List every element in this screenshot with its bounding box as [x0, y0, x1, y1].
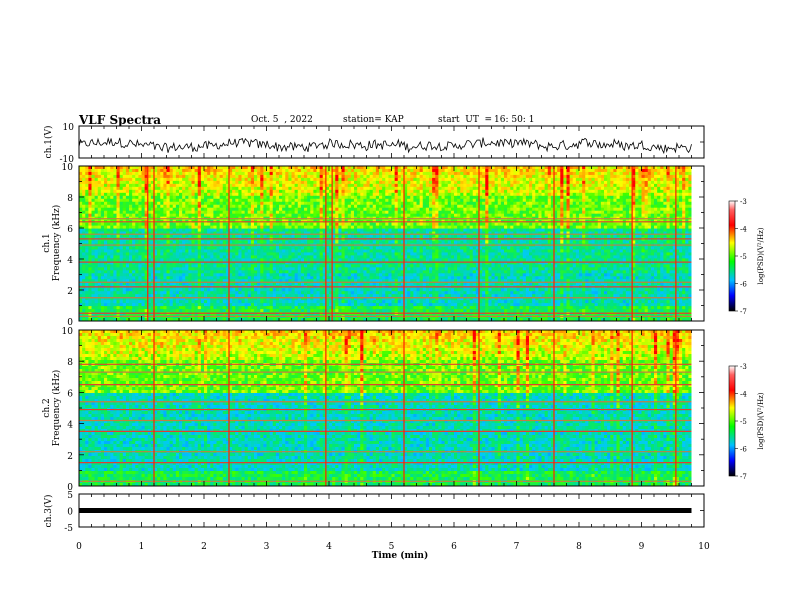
ch3-waveform-trace [79, 508, 692, 513]
x-tick-label: 7 [514, 542, 520, 552]
x-tick-label: 6 [451, 542, 457, 552]
ch1-waveform-trace [78, 137, 692, 155]
spec-ytick: 0 [67, 318, 73, 328]
colorbar-tick-label: -7 [740, 308, 747, 316]
x-tick-label: 3 [264, 542, 270, 552]
colorbar-tick-label: -4 [740, 391, 747, 399]
x-tick-label: 10 [698, 542, 710, 552]
ch2-spec-ylabel-channel: ch.2 [42, 398, 52, 417]
ch2-spec-ylabel-freq: Frequency (kHz) [51, 370, 62, 447]
chart-title: VLF Spectra [79, 113, 161, 127]
colorbar-tick-label: -6 [740, 446, 747, 454]
x-tick-label: 4 [326, 542, 332, 552]
x-tick-label: 8 [576, 542, 582, 552]
x-tick-label: 1 [139, 542, 145, 552]
ch3-ytick: 0 [67, 508, 73, 518]
ch1-colorbar: -3 -4 -5 -6 -7 log(PSD)(V²/Hz) [728, 198, 765, 316]
ch1-colorbar-label: log(PSD)(V²/Hz) [757, 227, 765, 284]
start-ut-label: start UT = [438, 115, 492, 125]
spec-ytick: 10 [62, 327, 74, 337]
ch3-ytick: -5 [64, 524, 73, 534]
ch1-spectrogram-panel [78, 165, 705, 322]
ch1-wave-ytick: -10 [60, 155, 75, 165]
spec-ytick: 4 [67, 421, 73, 431]
spec-ytick: 6 [67, 389, 73, 399]
axis-ticks [78, 125, 705, 528]
colorbar-tick-label: -3 [740, 363, 747, 371]
ch1-wave-ytick: 10 [63, 123, 75, 133]
spec-ytick: 2 [67, 287, 73, 297]
spec-ytick: 4 [67, 256, 73, 266]
ch2-spectrogram-panel [78, 329, 705, 487]
colorbar-tick-label: -6 [740, 281, 747, 289]
ch1-spectrogram-cells [79, 166, 704, 322]
spec-ytick: 8 [67, 194, 73, 204]
ch2-spectrogram-cells [79, 330, 704, 487]
start-time-value: 16: 50: 1 [494, 115, 534, 125]
colorbar-tick-label: -7 [740, 473, 747, 481]
ch1-spec-ylabel-freq: Frequency (kHz) [51, 205, 62, 282]
x-tick-label: 9 [639, 542, 645, 552]
colorbar-tick-label: -5 [740, 418, 747, 426]
colorbar-tick-label: -4 [740, 226, 747, 234]
ch3-ytick: 5 [67, 491, 73, 501]
ch3-wave-ylabel: ch.3(V) [43, 495, 54, 528]
x-tick-label: 5 [389, 542, 395, 552]
x-tick-label: 2 [201, 542, 207, 552]
x-axis-label: Time (min) [372, 550, 429, 561]
spec-ytick: 0 [67, 483, 73, 493]
ch1-spec-ylabel-channel: ch.1 [42, 233, 52, 252]
station-label: station= KAP [343, 115, 404, 125]
spec-ytick: 10 [62, 163, 74, 173]
spec-ytick: 8 [67, 358, 73, 368]
x-tick-label: 0 [76, 542, 82, 552]
colorbar-tick-label: -5 [740, 253, 747, 261]
ch1-wave-ylabel: ch.1(V) [43, 126, 54, 159]
ch2-colorbar: -3 -4 -5 -6 -7 log(PSD)(V²/Hz) [728, 363, 765, 481]
colorbar-tick-label: -3 [740, 198, 747, 206]
date-label: Oct. 5 , 2022 [251, 115, 313, 125]
spec-ytick: 6 [67, 225, 73, 235]
ch2-colorbar-label: log(PSD)(V²/Hz) [757, 392, 765, 449]
spec-ytick: 2 [67, 452, 73, 462]
